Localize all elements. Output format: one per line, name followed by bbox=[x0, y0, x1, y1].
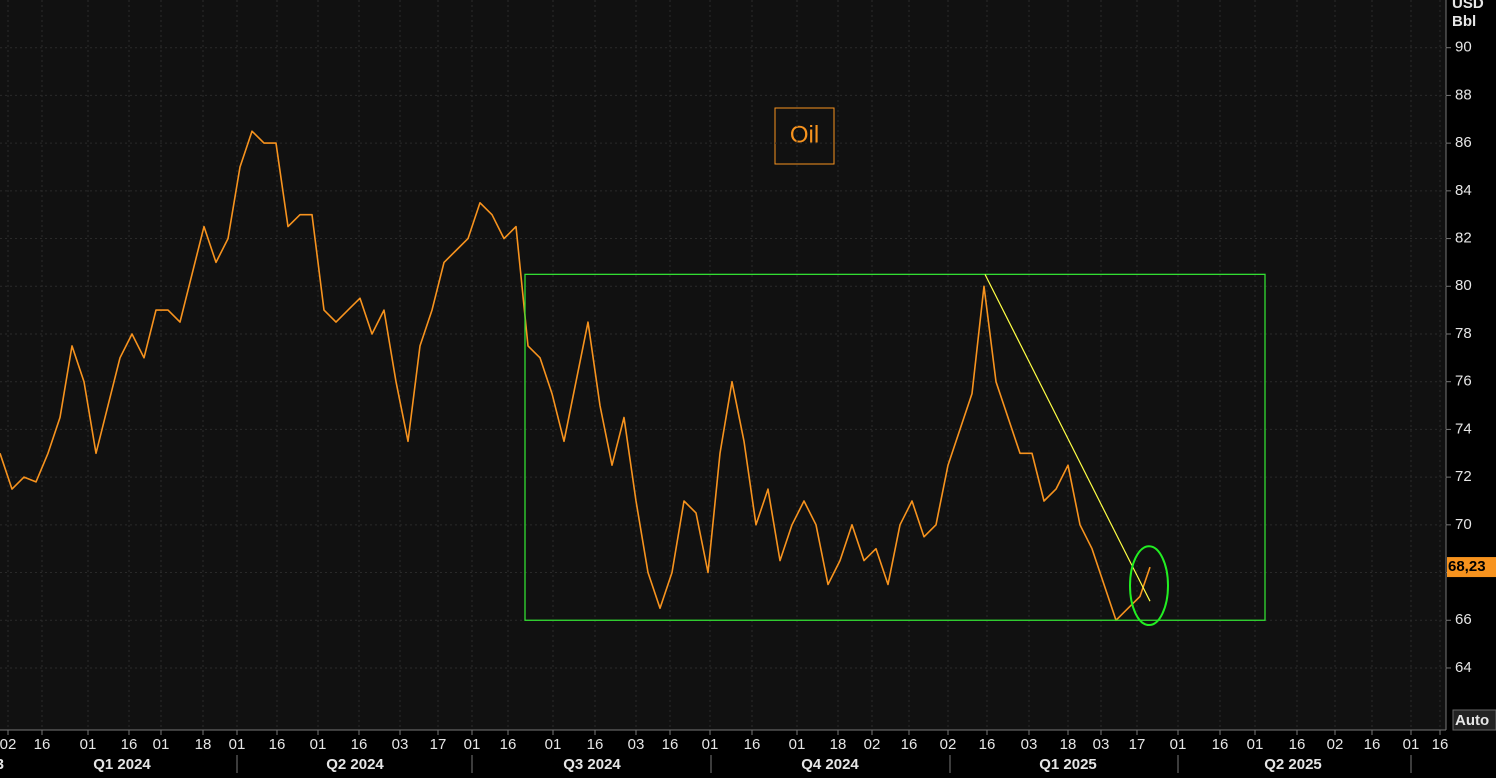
y-tick-label: 78 bbox=[1455, 325, 1472, 342]
x-tick-label: 01 bbox=[80, 736, 97, 753]
x-tick-label: 16 bbox=[1364, 736, 1381, 753]
auto-button[interactable] bbox=[1452, 709, 1496, 731]
quarter-label: Q1 2024 bbox=[93, 756, 151, 773]
x-tick-label: 03 bbox=[628, 736, 645, 753]
x-tick-label: 16 bbox=[979, 736, 996, 753]
x-tick-label: 16 bbox=[269, 736, 286, 753]
range-box bbox=[524, 273, 1266, 621]
y-tick-label: 82 bbox=[1455, 230, 1472, 247]
quarter-label: Q2 2025 bbox=[1264, 756, 1322, 773]
x-tick-label: 16 bbox=[121, 736, 138, 753]
x-tick-label: 16 bbox=[1212, 736, 1229, 753]
x-tick-label: 18 bbox=[1060, 736, 1077, 753]
x-tick-label: 01 bbox=[1247, 736, 1264, 753]
y-tick-label: 80 bbox=[1455, 277, 1472, 294]
title-box bbox=[774, 107, 835, 165]
quarter-label: Q3 2024 bbox=[563, 756, 621, 773]
x-tick-label: 02 bbox=[1327, 736, 1344, 753]
quarter-label: Q1 2025 bbox=[1039, 756, 1097, 773]
x-tick-label: 02 bbox=[940, 736, 957, 753]
y-tick-label: 86 bbox=[1455, 134, 1472, 151]
quarter-label: 3 bbox=[0, 756, 4, 773]
quarter-label: Q2 2024 bbox=[326, 756, 384, 773]
x-tick-label: 02 bbox=[864, 736, 881, 753]
x-tick-label: 01 bbox=[702, 736, 719, 753]
x-tick-label: 01 bbox=[1403, 736, 1420, 753]
y-tick-label: 74 bbox=[1455, 420, 1472, 437]
price-line bbox=[0, 130, 1151, 622]
y-tick-label: 76 bbox=[1455, 373, 1472, 390]
x-tick-label: 17 bbox=[1129, 736, 1146, 753]
highlight-ellipse bbox=[1129, 545, 1169, 627]
x-tick-label: 03 bbox=[1021, 736, 1038, 753]
y-tick-label: 70 bbox=[1455, 516, 1472, 533]
y-tick-label: 66 bbox=[1455, 611, 1472, 628]
x-tick-label: 01 bbox=[153, 736, 170, 753]
y-tick-label: 90 bbox=[1455, 39, 1472, 56]
x-tick-label: 02 bbox=[0, 736, 16, 753]
x-tick-label: 01 bbox=[229, 736, 246, 753]
chart-title: Oil bbox=[790, 121, 819, 148]
x-tick-label: 16 bbox=[744, 736, 761, 753]
y-tick-label: 72 bbox=[1455, 468, 1472, 485]
x-tick-label: 16 bbox=[1432, 736, 1449, 753]
y-tick-label: 88 bbox=[1455, 86, 1472, 103]
x-tick-label: 01 bbox=[310, 736, 327, 753]
plot-background bbox=[0, 0, 1446, 730]
last-price-label: 68,23 bbox=[1448, 558, 1486, 575]
last-price-tag bbox=[1447, 557, 1496, 578]
x-tick-label: 16 bbox=[662, 736, 679, 753]
x-tick-label: 16 bbox=[34, 736, 51, 753]
x-tick-label: 16 bbox=[587, 736, 604, 753]
x-tick-label: 16 bbox=[351, 736, 368, 753]
x-tick-label: 17 bbox=[430, 736, 447, 753]
x-tick-label: 01 bbox=[789, 736, 806, 753]
x-tick-label: 16 bbox=[500, 736, 517, 753]
x-tick-label: 18 bbox=[830, 736, 847, 753]
trend-line bbox=[984, 274, 1151, 602]
x-tick-label: 01 bbox=[1170, 736, 1187, 753]
unit-label: USD bbox=[1452, 0, 1484, 12]
x-tick-label: 16 bbox=[901, 736, 918, 753]
auto-button-label[interactable]: Auto bbox=[1455, 712, 1489, 729]
x-tick-label: 18 bbox=[195, 736, 212, 753]
x-tick-label: 03 bbox=[1093, 736, 1110, 753]
x-tick-label: 01 bbox=[464, 736, 481, 753]
y-tick-label: 64 bbox=[1455, 659, 1472, 676]
quarter-label: Q4 2024 bbox=[801, 756, 859, 773]
x-tick-label: 01 bbox=[545, 736, 562, 753]
unit-label: Bbl bbox=[1452, 13, 1476, 30]
x-tick-label: 16 bbox=[1289, 736, 1306, 753]
y-tick-label: 84 bbox=[1455, 182, 1472, 199]
x-tick-label: 03 bbox=[392, 736, 409, 753]
